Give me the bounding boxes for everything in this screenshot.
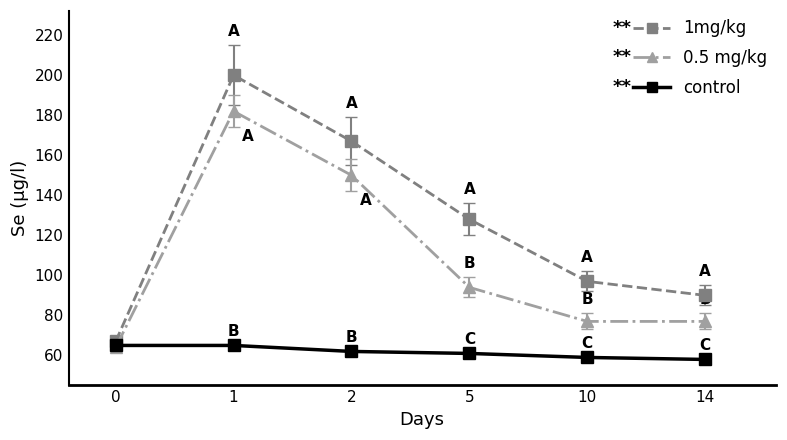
- Text: B: B: [582, 293, 593, 308]
- Text: B: B: [227, 324, 239, 339]
- Text: A: A: [360, 193, 371, 208]
- Text: B: B: [700, 293, 711, 308]
- Text: A: A: [464, 182, 475, 197]
- Text: B: B: [464, 257, 475, 271]
- Text: B: B: [345, 330, 357, 345]
- Y-axis label: Se (µg/l): Se (µg/l): [11, 160, 29, 236]
- Text: A: A: [582, 250, 593, 265]
- Text: A: A: [345, 96, 357, 111]
- Text: A: A: [700, 264, 711, 279]
- Text: C: C: [700, 338, 711, 353]
- Legend: 1mg/kg, 0.5 mg/kg, control: 1mg/kg, 0.5 mg/kg, control: [634, 19, 767, 97]
- Text: A: A: [242, 129, 253, 144]
- Text: C: C: [582, 337, 593, 352]
- X-axis label: Days: Days: [400, 411, 445, 429]
- Text: C: C: [464, 333, 475, 348]
- Text: A: A: [227, 24, 239, 39]
